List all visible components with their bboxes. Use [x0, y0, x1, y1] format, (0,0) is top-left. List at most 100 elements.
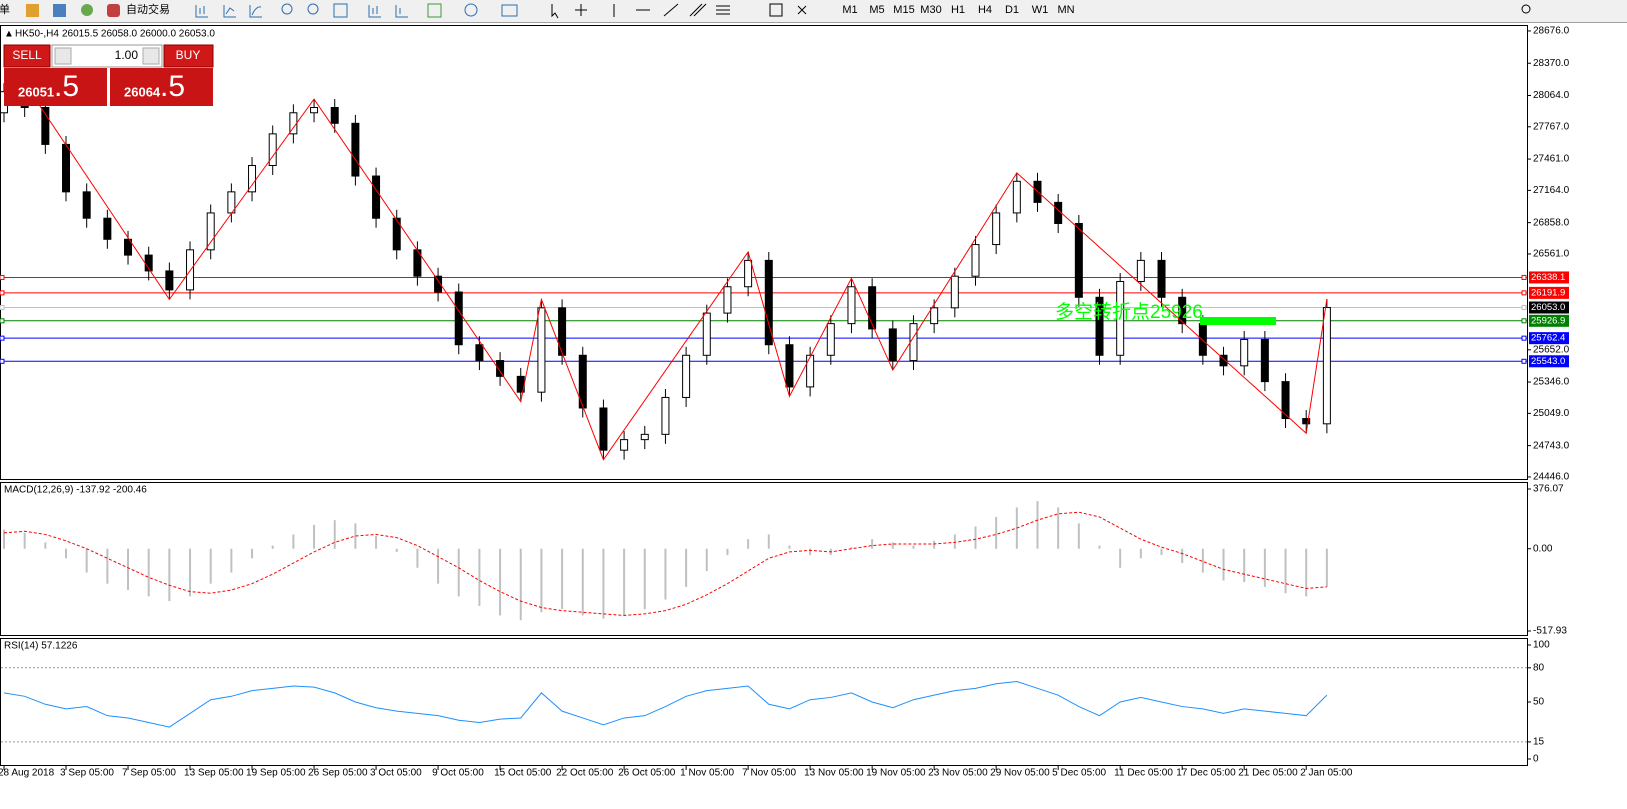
icon[interactable]	[26, 4, 39, 17]
macd-bar	[147, 548, 150, 597]
candle-body	[1198, 323, 1207, 356]
candle-body	[1240, 338, 1249, 367]
icon[interactable]	[249, 5, 262, 18]
timeframe[interactable]: MN	[1057, 4, 1074, 16]
candle-body	[186, 249, 195, 291]
icon[interactable]	[395, 5, 408, 18]
timeframe[interactable]: M1	[842, 4, 857, 16]
sell-fraction[interactable]: .5	[54, 70, 79, 103]
timeframe[interactable]: M5	[869, 4, 884, 16]
y-tick-label: 24743.0	[1533, 440, 1570, 451]
icon[interactable]	[223, 5, 236, 18]
icon[interactable]	[797, 5, 807, 15]
y-tick-label: 25346.0	[1533, 377, 1570, 388]
line-handle	[1521, 290, 1527, 296]
candle-body	[578, 354, 587, 409]
x-tick-label: 22 Oct 05:00	[556, 768, 614, 779]
timeframe[interactable]: H4	[978, 4, 992, 16]
y-tick-label: 28064.0	[1533, 90, 1570, 101]
y-tick-label: 376.07	[1533, 484, 1564, 495]
buy-price[interactable]: 26064	[124, 84, 161, 99]
icon[interactable]	[333, 3, 348, 18]
x-tick-label: 17 Dec 05:00	[1176, 768, 1236, 779]
timeframe[interactable]: M30	[920, 4, 941, 16]
y-tick-label: 15	[1533, 737, 1545, 748]
candle-body	[1095, 296, 1104, 356]
volume-box[interactable]	[51, 44, 163, 68]
icon[interactable]	[81, 4, 93, 16]
sell-price[interactable]: 26051	[18, 84, 54, 99]
rsi-line	[3, 680, 1328, 728]
chart-ohlc: 26015.5 26058.0 26000.0 26053.0	[62, 29, 215, 40]
plots: 28676.0 28370.0 28064.0 27767.0 27461.0 27164…	[0, 26, 1570, 779]
x-tick-label: 3 Oct 05:00	[370, 768, 422, 779]
icon[interactable]	[575, 4, 587, 16]
icon[interactable]	[1521, 4, 1531, 14]
sell-price-box[interactable]	[4, 68, 107, 106]
price-label: 26053.0	[1531, 302, 1565, 313]
line-handle	[1521, 305, 1527, 311]
candle-body	[310, 107, 319, 114]
icon[interactable]	[307, 3, 319, 15]
candle-body	[1302, 418, 1311, 425]
macd-bar	[953, 534, 956, 549]
candle-body	[268, 133, 277, 166]
timeframe[interactable]: D1	[1005, 4, 1019, 16]
volume-down[interactable]	[54, 47, 72, 65]
macd-title: MACD(12,26,9) -137.92 -200.46	[4, 485, 147, 496]
macd-bar	[478, 548, 481, 606]
sell-button[interactable]	[3, 44, 51, 68]
icon[interactable]	[663, 3, 679, 17]
icon[interactable]	[769, 3, 783, 17]
buy-fraction[interactable]: .5	[160, 70, 185, 103]
buy-price-box[interactable]	[110, 68, 213, 106]
icon[interactable]	[368, 5, 381, 18]
macd-bar	[499, 548, 502, 616]
icon[interactable]	[464, 3, 478, 17]
y-tick-label: 24446.0	[1533, 472, 1570, 483]
candle-body	[496, 360, 505, 377]
icon[interactable]	[689, 3, 707, 17]
y-tick-label: 28370.0	[1533, 58, 1570, 69]
candle-body	[1322, 307, 1331, 425]
menu-order[interactable]: 下单	[0, 3, 10, 16]
price-label: 26191.9	[1531, 287, 1565, 298]
y-tick-label: 0	[1533, 754, 1539, 765]
macd-bar	[1139, 548, 1142, 559]
buy-label[interactable]: BUY	[176, 48, 201, 62]
icon[interactable]	[195, 5, 208, 18]
x-tick-label: 23 Nov 05:00	[928, 768, 988, 779]
y-tick-label: 25652.0	[1533, 344, 1570, 355]
icon[interactable]	[427, 3, 442, 18]
icon[interactable]	[107, 4, 120, 17]
timeframe[interactable]: W1	[1032, 4, 1049, 16]
macd-bar	[602, 548, 605, 619]
icon[interactable]	[53, 4, 66, 17]
macd-bar	[726, 548, 729, 556]
x-tick-label: 7 Sep 05:00	[122, 768, 176, 779]
icon[interactable]	[551, 4, 559, 19]
candle-body	[124, 238, 133, 256]
timeframe[interactable]: M15	[893, 4, 914, 16]
macd-bar	[168, 548, 171, 602]
sell-label[interactable]: SELL	[12, 48, 42, 62]
icon[interactable]	[281, 3, 293, 15]
timeframe[interactable]: H1	[951, 4, 965, 16]
buy-button[interactable]	[163, 44, 214, 68]
candle-body	[1281, 381, 1290, 420]
volume-up[interactable]	[142, 47, 160, 65]
candle-body	[165, 270, 174, 291]
line-handle	[0, 274, 5, 280]
macd-bar	[251, 548, 254, 559]
volume[interactable]: 1.00	[115, 48, 139, 62]
macd-bar	[871, 539, 874, 549]
candle-body	[661, 396, 670, 435]
line-handle	[1521, 335, 1527, 341]
macd-bar	[664, 548, 667, 600]
icon[interactable]	[501, 4, 518, 17]
auto-trade[interactable]: 自动交易	[126, 2, 170, 16]
macd-bar	[457, 548, 460, 597]
icon[interactable]	[716, 5, 730, 15]
macd-bar	[127, 548, 130, 591]
